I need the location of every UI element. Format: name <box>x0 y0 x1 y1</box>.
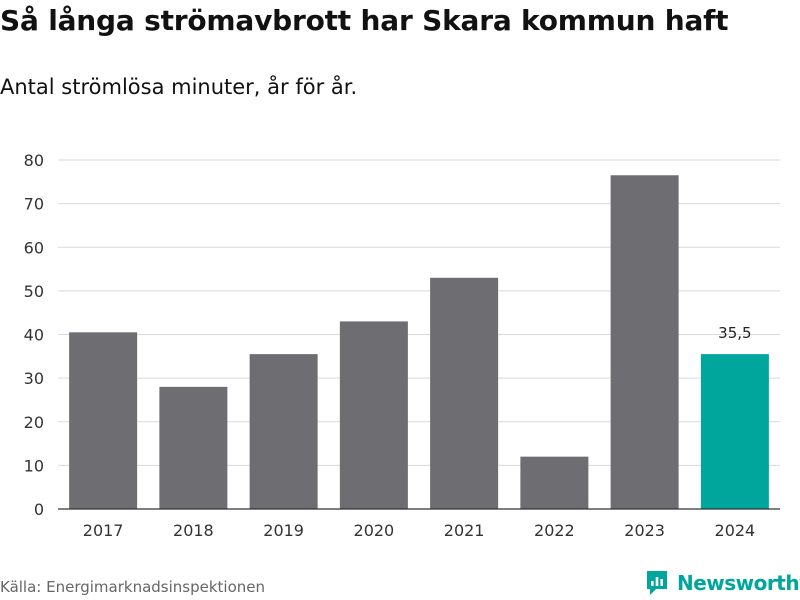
y-tick-label-0: 0 <box>34 500 44 519</box>
x-tick-label-2022: 2022 <box>534 521 575 540</box>
y-tick-label-30: 30 <box>24 369 44 388</box>
chart-subtitle: Antal strömlösa minuter, år för år. <box>0 75 358 99</box>
chart-title: Så långa strömavbrott har Skara kommun h… <box>0 4 729 37</box>
x-tick-label-2020: 2020 <box>354 521 395 540</box>
bar-2022 <box>520 456 589 509</box>
bar-2019 <box>249 354 318 509</box>
y-tick-label-20: 20 <box>24 413 44 432</box>
bar-2021 <box>430 277 499 509</box>
y-tick-label-10: 10 <box>24 456 44 475</box>
newsworthy-logo: Newsworthy <box>645 570 800 596</box>
x-tick-label-2023: 2023 <box>624 521 665 540</box>
brand-name: Newsworthy <box>677 571 800 595</box>
x-tick-label-2019: 2019 <box>263 521 304 540</box>
x-tick-label-2017: 2017 <box>83 521 124 540</box>
data-label-2024: 35,5 <box>718 324 751 342</box>
bar-2024 <box>700 354 769 509</box>
y-tick-label-60: 60 <box>24 238 44 257</box>
bar-2017 <box>69 332 138 509</box>
x-tick-label-2018: 2018 <box>173 521 214 540</box>
y-tick-label-50: 50 <box>24 282 44 301</box>
bar-2023 <box>610 175 679 510</box>
chart-bubble-icon <box>647 571 667 595</box>
x-tick-label-2024: 2024 <box>715 521 756 540</box>
y-tick-label-80: 80 <box>24 151 44 170</box>
x-tick-label-2021: 2021 <box>444 521 485 540</box>
bar-chart: 0 10 20 30 40 50 60 70 80 2017 2018 2019 2020 2021 202… <box>24 151 780 540</box>
bar-2020 <box>339 321 408 509</box>
y-tick-label-70: 70 <box>24 195 44 214</box>
bar-2018 <box>159 386 228 509</box>
y-tick-label-40: 40 <box>24 326 44 345</box>
source-note: Källa: Energimarknadsinspektionen <box>0 578 266 596</box>
